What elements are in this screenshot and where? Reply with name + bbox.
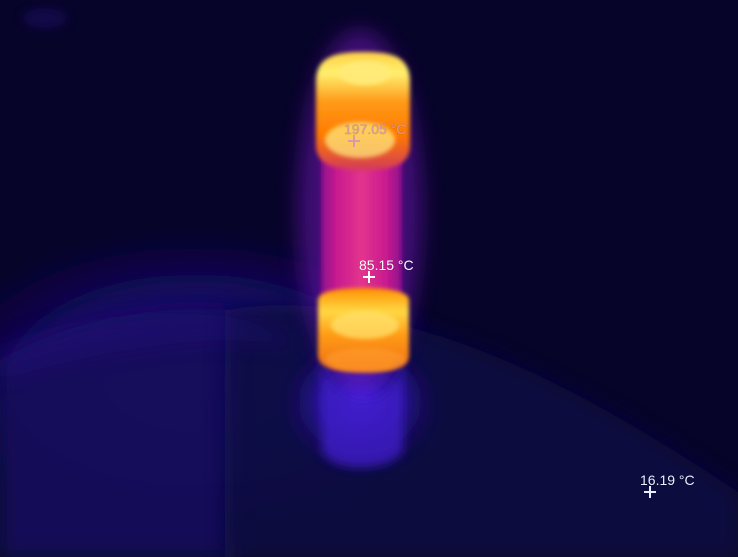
temperature-marker-top bbox=[348, 135, 360, 147]
temperature-label-top: 197.05 °C bbox=[344, 121, 407, 137]
temperature-label-corner: 16.19 °C bbox=[640, 472, 695, 488]
temperature-label-center: 85.15 °C bbox=[359, 257, 414, 273]
temperature-marker-corner bbox=[644, 486, 656, 498]
temperature-marker-center bbox=[363, 271, 375, 283]
